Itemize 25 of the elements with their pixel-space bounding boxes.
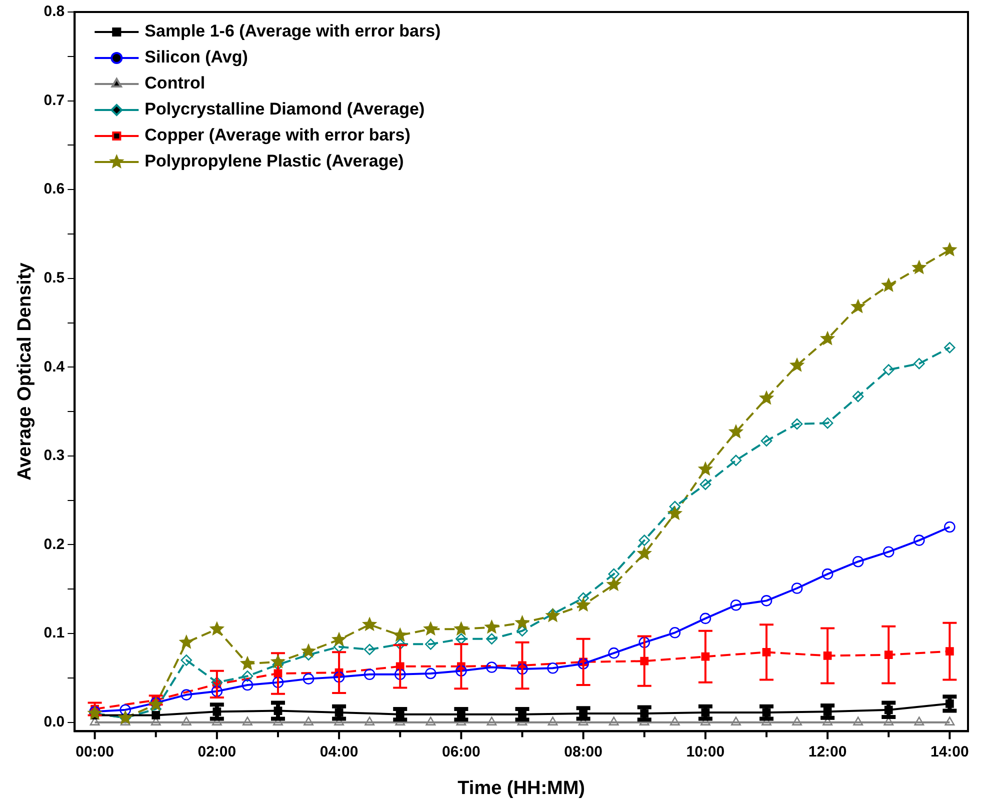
x-tick-label: 08:00 bbox=[564, 743, 602, 760]
y-axis-title: Average Optical Density bbox=[14, 262, 36, 481]
y-tick-label: 0.6 bbox=[44, 180, 65, 198]
y-tick-label: 0.2 bbox=[44, 536, 65, 553]
legend-label: Sample 1-6 (Average with error bars) bbox=[144, 22, 441, 41]
legend-label: Control bbox=[144, 74, 206, 93]
y-tick-label: 0.1 bbox=[44, 624, 65, 642]
y-tick-label: 0.7 bbox=[44, 92, 65, 109]
legend-label: Polypropylene Plastic (Average) bbox=[144, 152, 404, 171]
x-tick-label: 12:00 bbox=[808, 743, 847, 760]
x-tick-label: 02:00 bbox=[198, 743, 236, 760]
x-tick-label: 04:00 bbox=[320, 743, 358, 760]
y-tick-label: 0.3 bbox=[44, 447, 65, 464]
y-tick-label: 0.4 bbox=[44, 358, 66, 376]
y-tick-label: 0.5 bbox=[44, 270, 65, 287]
x-tick-label: 06:00 bbox=[442, 743, 480, 760]
x-tick-label: 14:00 bbox=[930, 743, 969, 760]
legend-label: Copper (Average with error bars) bbox=[144, 126, 410, 145]
y-tick-label: 0.0 bbox=[44, 713, 65, 730]
legend-label: Silicon (Avg) bbox=[144, 48, 248, 67]
legend-label: Polycrystalline Diamond (Average) bbox=[144, 100, 425, 119]
x-tick-label: 10:00 bbox=[686, 743, 725, 760]
x-axis-title: Time (HH:MM) bbox=[458, 778, 586, 799]
x-tick-label: 00:00 bbox=[76, 743, 114, 760]
y-tick-label: 0.8 bbox=[44, 3, 65, 20]
